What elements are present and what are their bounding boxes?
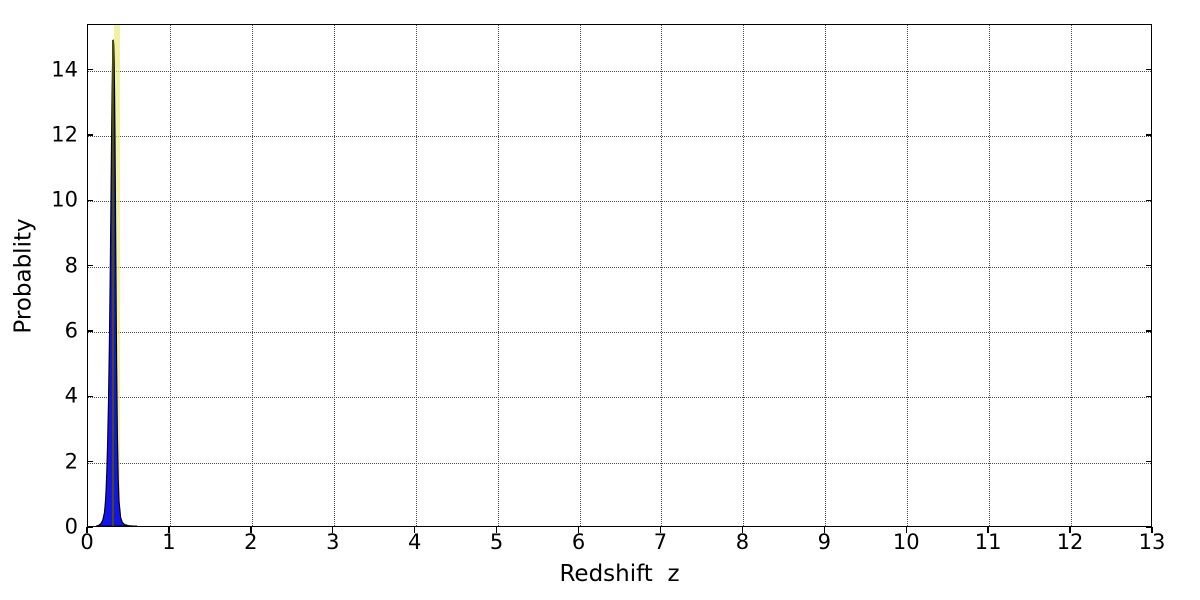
- x-tick-label: 10: [892, 530, 920, 554]
- gridline-vertical: [251, 25, 253, 526]
- x-tick-mark: [659, 527, 662, 533]
- y-tick-mark: [87, 460, 93, 463]
- y-tick-mark: [87, 69, 93, 71]
- x-tick-mark: [86, 527, 88, 533]
- y-tick-mark: [87, 395, 93, 398]
- confidence-band: [114, 25, 120, 526]
- x-tick-label: 1: [162, 530, 176, 554]
- gridline-vertical: [743, 25, 745, 526]
- y-tick-mark-right: [1146, 134, 1152, 136]
- x-tick-mark: [413, 527, 416, 533]
- gridline-vertical: [169, 25, 171, 526]
- x-axis-label: Redshift z: [559, 561, 680, 587]
- y-tick-label: 10: [51, 187, 78, 212]
- gridline-horizontal: [88, 201, 1151, 203]
- y-axis-label-text: Probablity: [11, 217, 38, 334]
- x-tick-mark: [250, 527, 252, 533]
- x-tick-label: 0: [80, 530, 94, 554]
- y-tick-mark: [87, 330, 93, 332]
- gridline-vertical: [415, 25, 417, 526]
- gridline-vertical: [1071, 25, 1073, 526]
- y-tick-label: 12: [51, 122, 78, 147]
- x-tick-label: 5: [489, 530, 504, 554]
- x-tick-mark: [577, 527, 580, 533]
- x-tick-mark: [823, 527, 825, 533]
- y-tick-mark-right: [1146, 199, 1152, 202]
- x-tick-label: 2: [244, 530, 258, 554]
- y-tick-label: 14: [51, 57, 78, 82]
- y-tick-label: 0: [64, 514, 78, 539]
- x-tick-mark: [168, 527, 170, 533]
- y-tick-mark: [87, 526, 93, 528]
- x-tick-label: 11: [974, 530, 1002, 554]
- x-tick-label: 12: [1056, 530, 1084, 554]
- gridline-horizontal: [88, 266, 1151, 268]
- gridline-vertical: [497, 25, 499, 526]
- y-tick-label: 2: [64, 449, 78, 474]
- x-tick-label: 13: [1138, 530, 1166, 554]
- gridline-horizontal: [88, 332, 1151, 334]
- y-axis-label: Probablity: [10, 24, 38, 527]
- y-tick-mark-right: [1146, 460, 1152, 463]
- gridline-vertical: [579, 25, 581, 526]
- y-tick-label: 8: [64, 253, 78, 278]
- x-tick-mark: [1069, 527, 1071, 533]
- x-tick-label: 9: [817, 530, 831, 554]
- gridline-vertical: [825, 25, 827, 526]
- y-tick-mark-right: [1146, 69, 1152, 71]
- gridline-vertical: [989, 25, 991, 526]
- x-tick-mark: [905, 527, 907, 533]
- x-tick-label: 3: [326, 530, 340, 554]
- y-tick-label: 6: [64, 318, 78, 343]
- x-tick-mark: [741, 527, 744, 533]
- gridline-vertical: [333, 25, 335, 526]
- gridline-horizontal: [88, 70, 1151, 72]
- y-tick-mark-right: [1146, 395, 1152, 398]
- x-tick-mark: [495, 527, 498, 533]
- y-tick-mark: [87, 134, 93, 136]
- y-tick-mark-right: [1146, 265, 1152, 267]
- plot-area: [87, 24, 1152, 527]
- y-tick-mark: [87, 199, 93, 202]
- gridline-vertical: [661, 25, 663, 526]
- gridline-vertical: [907, 25, 909, 526]
- x-tick-label: 8: [735, 530, 750, 554]
- gridline-horizontal: [88, 136, 1151, 138]
- y-tick-label: 4: [64, 383, 78, 408]
- y-tick-mark-right: [1146, 526, 1152, 528]
- x-tick-mark: [332, 527, 334, 533]
- x-tick-mark: [987, 527, 989, 533]
- x-tick-label: 4: [408, 530, 422, 554]
- x-tick-label: 6: [571, 530, 586, 554]
- gridline-horizontal: [88, 462, 1151, 464]
- y-tick-mark: [87, 265, 93, 267]
- gridline-horizontal: [88, 397, 1151, 399]
- y-tick-mark-right: [1146, 330, 1152, 332]
- x-tick-label: 7: [653, 530, 668, 554]
- x-tick-mark: [1151, 527, 1153, 533]
- peak-marker-line: [112, 39, 115, 526]
- probability-density-curve: [96, 39, 138, 526]
